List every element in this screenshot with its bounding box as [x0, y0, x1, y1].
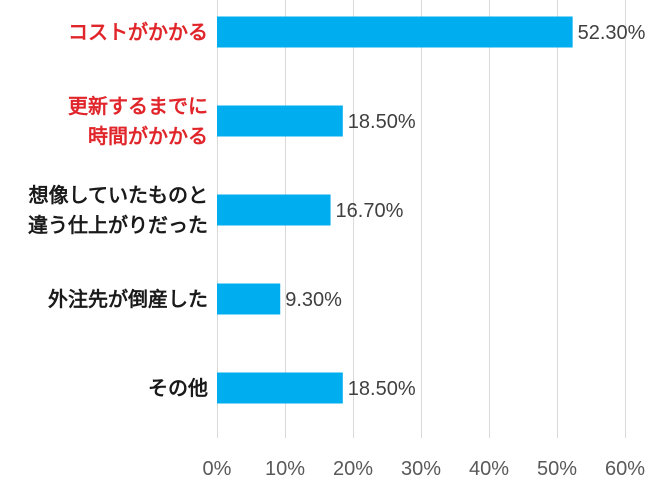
x-tick-label: 50%	[537, 458, 577, 479]
x-tick-label: 0%	[203, 458, 232, 479]
category-label: 時間がかかる	[88, 124, 208, 148]
x-tick-label: 40%	[469, 458, 509, 479]
bar	[217, 16, 573, 48]
x-tick-label: 20%	[333, 458, 373, 479]
category-label: 想像していたものと	[29, 183, 208, 207]
category-label: 違う仕上がりだった	[28, 213, 208, 237]
category-label: 外注先が倒産した	[48, 287, 208, 311]
x-tick-label: 10%	[265, 458, 305, 479]
x-tick-label: 30%	[401, 458, 441, 479]
bar	[217, 194, 331, 226]
data-label: 52.30%	[578, 22, 646, 44]
category-label: その他	[148, 376, 208, 400]
data-label: 18.50%	[348, 378, 416, 400]
bar	[217, 105, 343, 137]
category-label: コストがかかる	[68, 20, 208, 44]
category-label: 更新するまでに	[68, 94, 208, 118]
gridlines	[217, 0, 626, 438]
x-tick-label: 60%	[605, 458, 645, 479]
data-label: 18.50%	[348, 111, 416, 133]
bars	[217, 16, 573, 404]
value-labels: 52.30% 18.50% 16.70% 9.30% 18.50%	[285, 22, 645, 400]
data-label: 16.70%	[336, 200, 404, 222]
data-label: 9.30%	[285, 289, 342, 311]
bar	[217, 372, 343, 404]
x-axis-ticks: 0% 10% 20% 30% 40% 50% 60%	[203, 458, 646, 479]
category-labels: コストがかかる更新するまでに時間がかかる想像していたものと違う仕上がりだった外注…	[28, 20, 208, 400]
bar	[217, 283, 281, 315]
